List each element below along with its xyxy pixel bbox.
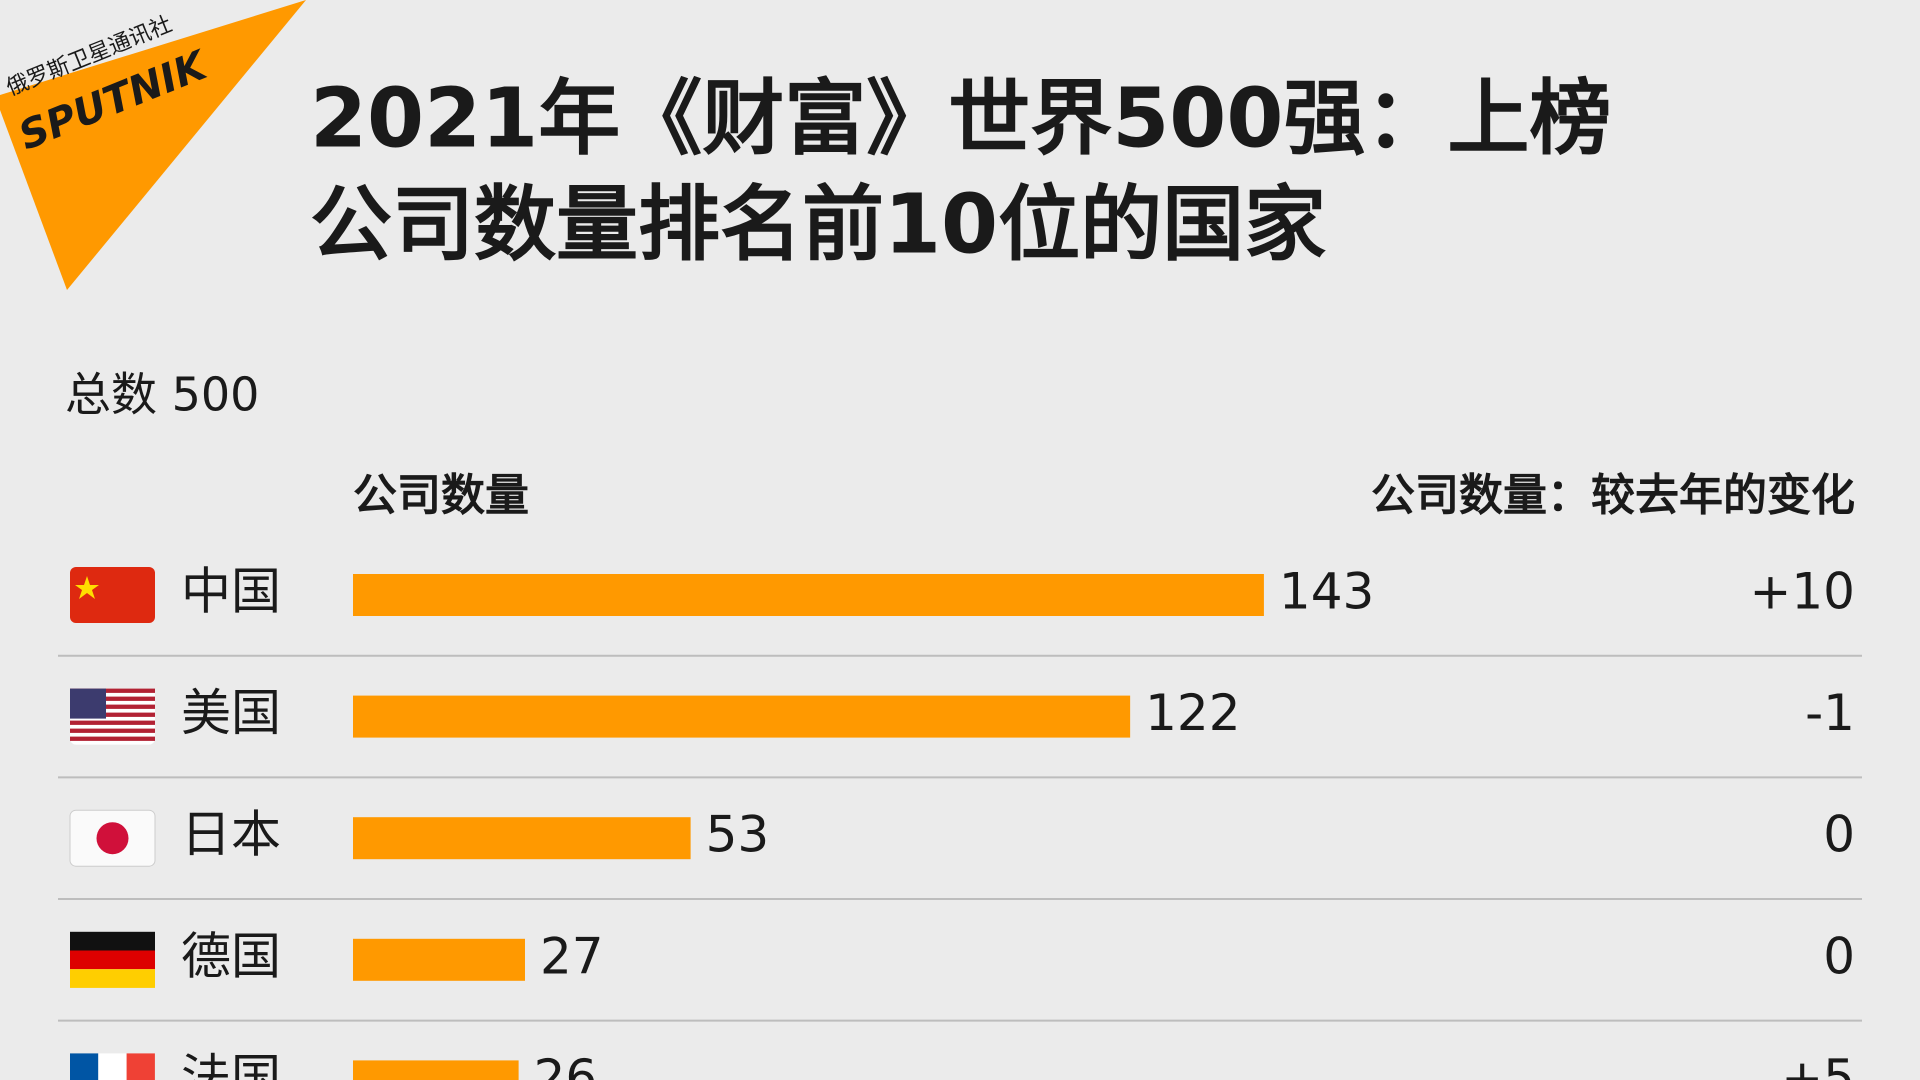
flag: [70, 950, 155, 970]
flag: [70, 728, 155, 733]
chart-title: 公司数量排名前10位的国家: [310, 177, 1326, 272]
value-label: 53: [706, 806, 770, 864]
flag: [70, 931, 155, 951]
bar: [353, 938, 525, 981]
flag: [70, 720, 155, 725]
value-label: 122: [1145, 684, 1240, 742]
flag: [70, 712, 155, 717]
change-label: +5: [1781, 1049, 1855, 1080]
flag: [70, 736, 155, 741]
flag: [126, 1053, 155, 1080]
value-label: 26: [534, 1049, 598, 1080]
change-label: -1: [1805, 684, 1855, 742]
column-header: 公司数量：较去年的变化: [1371, 470, 1855, 521]
value-label: 27: [540, 927, 604, 985]
change-label: +10: [1749, 563, 1855, 621]
bar: [353, 1060, 519, 1080]
category-label: 中国: [181, 563, 281, 621]
category-label: 德国: [181, 927, 281, 985]
flag: [70, 567, 155, 623]
change-label: 0: [1823, 806, 1855, 864]
column-header: 公司数量: [353, 470, 529, 521]
bar: [353, 574, 1264, 616]
flag: [98, 1053, 127, 1080]
flag: [70, 688, 155, 693]
category-label: 美国: [181, 684, 281, 742]
category-label: 法国: [181, 1049, 281, 1080]
flag: [96, 822, 129, 855]
category-label: 日本: [181, 806, 281, 864]
flag: [75, 576, 99, 599]
bar: [353, 817, 691, 860]
subtitle: 总数 500: [65, 368, 259, 422]
flag: [70, 696, 155, 701]
flag: [70, 969, 155, 988]
logo-triangle: [0, 0, 306, 290]
flag: [70, 1053, 99, 1080]
bar: [353, 695, 1131, 738]
value-label: 143: [1279, 563, 1374, 621]
change-label: 0: [1823, 927, 1855, 985]
flag: [70, 688, 106, 719]
chart-title: 2021年《财富》世界500强：上榜: [310, 71, 1611, 166]
flag: [70, 704, 155, 709]
